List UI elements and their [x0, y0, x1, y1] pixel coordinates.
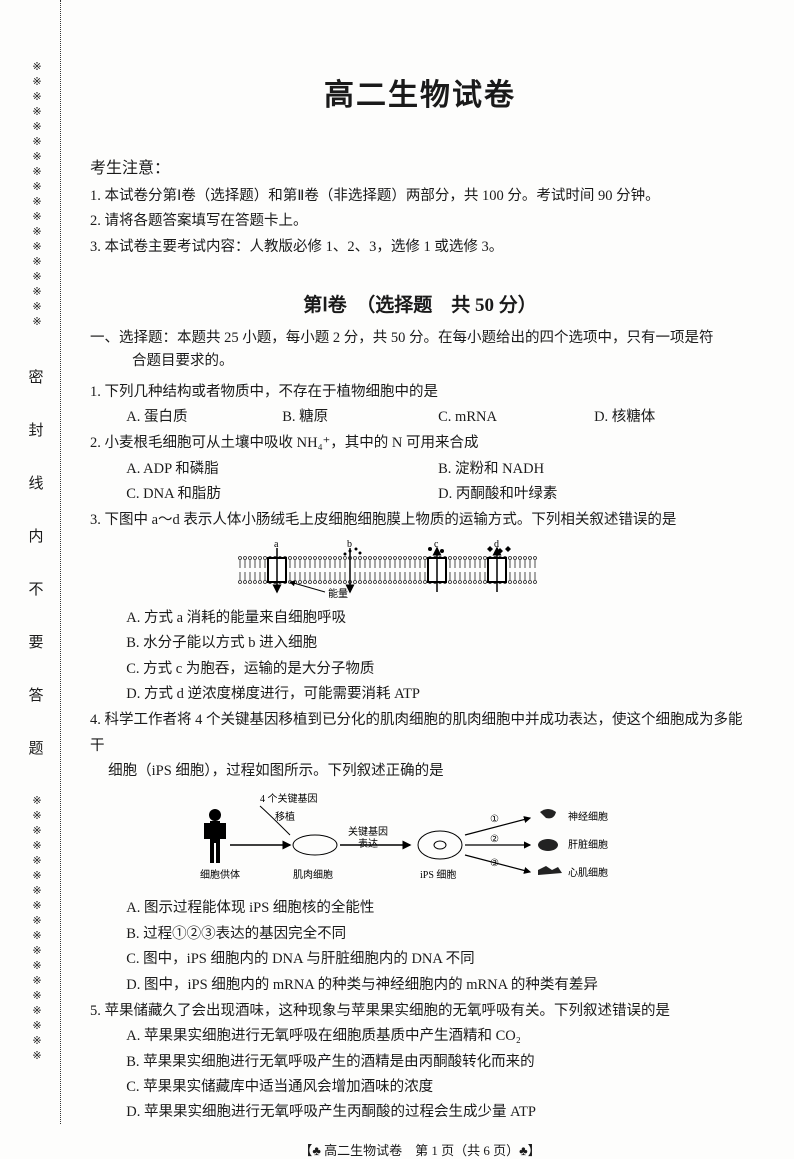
q4-option-b: B. 过程①②③表达的基因完全不同 [126, 922, 750, 947]
q5-option-b: B. 苹果果实细胞进行无氧呼吸产生的酒精是由丙酮酸转化而来的 [126, 1050, 750, 1075]
binding-char: 题 [28, 737, 43, 758]
label-donor: 细胞供体 [200, 868, 240, 881]
q1-stem: 1. 下列几种结构或者物质中，不存在于植物细胞中的是 [90, 380, 750, 405]
instructions-line1: 一、选择题：本题共 25 小题，每小题 2 分，共 50 分。在每小题给出的四个… [90, 327, 750, 350]
q5-option-d: D. 苹果果实细胞进行无氧呼吸产生丙酮酸的过程会生成少量 ATP [126, 1100, 750, 1125]
q4-option-d: D. 图中，iPS 细胞内的 mRNA 的种类与神经细胞内的 mRNA 的种类有… [126, 973, 750, 998]
label-nerve: 神经细胞 [568, 810, 608, 823]
label-heart: 心肌细胞 [568, 866, 608, 879]
label-transplant: 移植 [275, 810, 295, 823]
q1-option-a: A. 蛋白质 [126, 405, 282, 430]
q5-stem: 5. 苹果储藏久了会出现酒味，这种现象与苹果果实细胞的无氧呼吸有关。下列叙述错误… [90, 999, 750, 1024]
label-express-2: 表达 [358, 837, 378, 850]
label-n2: ② [490, 834, 499, 845]
q5-option-c: C. 苹果果实储藏库中适当通风会增加酒味的浓度 [126, 1075, 750, 1100]
notice-list: 1. 本试卷分第Ⅰ卷（选择题）和第Ⅱ卷（非选择题）两部分，共 100 分。考试时… [90, 184, 750, 260]
label-muscle: 肌肉细胞 [293, 868, 333, 881]
notice-heading: 考生注意： [90, 154, 750, 178]
q3-options: A. 方式 a 消耗的能量来自细胞呼吸 B. 水分子能以方式 b 进入细胞 C.… [90, 606, 750, 708]
q4-stem-line1: 4. 科学工作者将 4 个关键基因移植到已分化的肌肉细胞的肌肉细胞中并成功表达，… [90, 708, 750, 759]
q3-membrane-diagram: a b c d 能量 [230, 540, 550, 600]
binding-char: 封 [28, 419, 43, 440]
q2-options: A. ADP 和磷脂 B. 淀粉和 NADH C. DNA 和脂肪 D. 丙酮酸… [90, 457, 750, 508]
binding-char: 线 [28, 472, 43, 493]
q3-stem: 3. 下图中 a～d 表示人体小肠绒毛上皮细胞细胞膜上物质的运输方式。下列相关叙… [90, 508, 750, 533]
binding-char: 不 [28, 578, 43, 599]
binding-chars: 密 封 线 内 不 要 答 题 [28, 350, 43, 774]
q3-option-c: C. 方式 c 为胞吞，运输的是大分子物质 [126, 657, 750, 682]
question-1: 1. 下列几种结构或者物质中，不存在于植物细胞中的是 A. 蛋白质 B. 糖原 … [90, 380, 750, 431]
q3-option-b: B. 水分子能以方式 b 进入细胞 [126, 631, 750, 656]
q4-options: A. 图示过程能体现 iPS 细胞核的全能性 B. 过程①②③表达的基因完全不同… [90, 896, 750, 998]
binding-char: 答 [28, 684, 43, 705]
page-footer: 【♣ 高二生物试卷 第 1 页（共 6 页）♣】 [90, 1140, 750, 1159]
instructions-line2: 合题目要求的。 [90, 350, 750, 373]
question-4: 4. 科学工作者将 4 个关键基因移植到已分化的肌肉细胞的肌肉细胞中并成功表达，… [90, 708, 750, 998]
q2-option-b: B. 淀粉和 NADH [438, 457, 750, 482]
label-b: b [347, 540, 352, 550]
label-c: c [434, 540, 439, 550]
label-express-1: 关键基因 [348, 825, 388, 838]
binding-dotted-line [60, 0, 61, 1124]
page-content: 高二生物试卷 考生注意： 1. 本试卷分第Ⅰ卷（选择题）和第Ⅱ卷（非选择题）两部… [90, 70, 750, 1159]
label-liver: 肝脏细胞 [568, 838, 608, 851]
label-n1: ① [490, 814, 499, 825]
section-1-title: 第Ⅰ卷 （选择题 共 50 分） [90, 290, 750, 317]
q1-option-d: D. 核糖体 [594, 405, 750, 430]
q2-option-c: C. DNA 和脂肪 [126, 482, 438, 507]
label-energy: 能量 [328, 587, 348, 600]
label-ips: iPS 细胞 [420, 868, 456, 881]
notice-item: 1. 本试卷分第Ⅰ卷（选择题）和第Ⅱ卷（非选择题）两部分，共 100 分。考试时… [90, 184, 750, 209]
q1-option-c: C. mRNA [438, 405, 594, 430]
binding-pattern-top: ※※※※※※※※※※※※※※※※※※ [31, 60, 42, 330]
q4-stem-line2: 细胞（iPS 细胞），过程如图所示。下列叙述正确的是 [90, 759, 750, 784]
label-a: a [274, 540, 279, 550]
q3-option-d: D. 方式 d 逆浓度梯度进行，可能需要消耗 ATP [126, 682, 750, 707]
question-3: 3. 下图中 a～d 表示人体小肠绒毛上皮细胞细胞膜上物质的运输方式。下列相关叙… [90, 508, 750, 707]
q4-option-a: A. 图示过程能体现 iPS 细胞核的全能性 [126, 896, 750, 921]
notice-item: 3. 本试卷主要考试内容：人教版必修 1、2、3，选修 1 或选修 3。 [90, 235, 750, 260]
section-1-instructions: 一、选择题：本题共 25 小题，每小题 2 分，共 50 分。在每小题给出的四个… [90, 327, 750, 373]
exam-title: 高二生物试卷 [90, 70, 750, 114]
q4-option-c: C. 图中，iPS 细胞内的 DNA 与肝脏细胞内的 DNA 不同 [126, 947, 750, 972]
notice-item: 2. 请将各题答案填写在答题卡上。 [90, 209, 750, 234]
q5-options: A. 苹果果实细胞进行无氧呼吸在细胞质基质中产生酒精和 CO₂ B. 苹果果实细… [90, 1024, 750, 1126]
q4-ips-diagram: 细胞供体 4 个关键基因 移植 肌肉细胞 关键基因 表达 iPS 细胞 ① ② … [190, 790, 620, 890]
binding-char: 密 [28, 366, 43, 387]
binding-char: 要 [28, 631, 43, 652]
question-5: 5. 苹果储藏久了会出现酒味，这种现象与苹果果实细胞的无氧呼吸有关。下列叙述错误… [90, 999, 750, 1126]
binding-pattern-bottom: ※※※※※※※※※※※※※※※※※※ [31, 794, 42, 1064]
binding-margin: ※※※※※※※※※※※※※※※※※※ 密 封 线 内 不 要 答 题 ※※※※※… [18, 0, 54, 1124]
label-genes: 4 个关键基因 [260, 792, 318, 805]
human-icon [204, 809, 226, 863]
q5-option-a: A. 苹果果实细胞进行无氧呼吸在细胞质基质中产生酒精和 CO₂ [126, 1024, 750, 1049]
q1-option-b: B. 糖原 [282, 405, 438, 430]
binding-char: 内 [28, 525, 43, 546]
q2-option-d: D. 丙酮酸和叶绿素 [438, 482, 750, 507]
question-2: 2. 小麦根毛细胞可从土壤中吸收 NH₄⁺，其中的 N 可用来合成 A. ADP… [90, 431, 750, 507]
label-d: d [494, 540, 499, 550]
q1-options: A. 蛋白质 B. 糖原 C. mRNA D. 核糖体 [90, 405, 750, 430]
q2-stem: 2. 小麦根毛细胞可从土壤中吸收 NH₄⁺，其中的 N 可用来合成 [90, 431, 750, 456]
label-n3: ③ [490, 858, 499, 869]
q3-option-a: A. 方式 a 消耗的能量来自细胞呼吸 [126, 606, 750, 631]
q2-option-a: A. ADP 和磷脂 [126, 457, 438, 482]
